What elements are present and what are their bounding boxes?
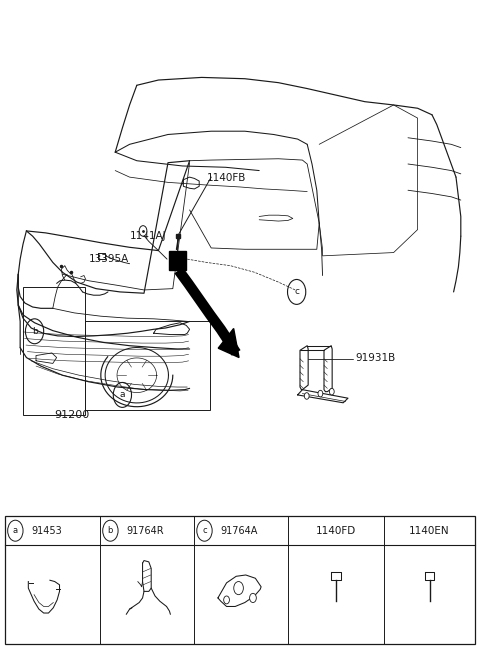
Text: 1141AJ: 1141AJ: [130, 231, 166, 241]
Bar: [85, 321, 210, 410]
Text: 91764R: 91764R: [127, 525, 164, 536]
Text: 91764A: 91764A: [221, 525, 258, 536]
Polygon shape: [218, 329, 239, 358]
Text: c: c: [294, 287, 299, 297]
Text: c: c: [202, 526, 207, 535]
Bar: [5, 516, 475, 644]
Text: b: b: [108, 526, 113, 535]
Text: 91453: 91453: [32, 525, 62, 536]
Circle shape: [304, 393, 309, 400]
Text: a: a: [13, 526, 18, 535]
Text: 91200: 91200: [54, 410, 90, 420]
Circle shape: [234, 582, 243, 594]
Text: a: a: [120, 390, 125, 400]
Text: 13395A: 13395A: [89, 254, 129, 264]
Text: 1140EN: 1140EN: [409, 525, 450, 536]
Circle shape: [329, 388, 334, 395]
Bar: [23, 287, 85, 415]
Circle shape: [224, 596, 229, 604]
Circle shape: [318, 390, 323, 397]
Text: b: b: [32, 327, 37, 336]
Circle shape: [139, 226, 147, 236]
Circle shape: [250, 593, 256, 602]
Text: 1140FB: 1140FB: [206, 173, 246, 184]
Text: 1140FD: 1140FD: [316, 525, 356, 536]
Text: 91931B: 91931B: [355, 352, 396, 363]
Bar: [169, 251, 186, 270]
